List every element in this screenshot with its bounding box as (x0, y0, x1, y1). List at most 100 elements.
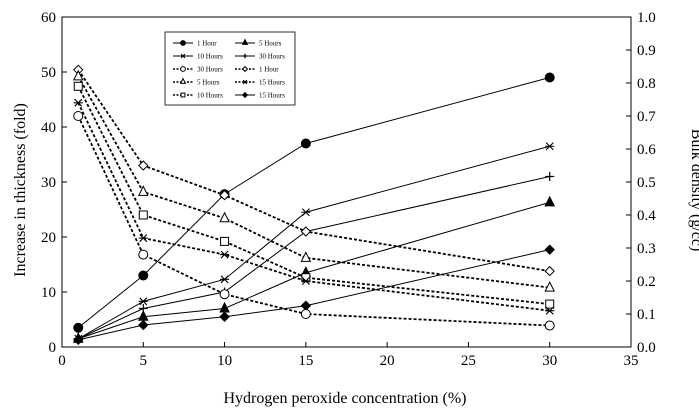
y2-tick-label: 0.7 (637, 109, 656, 125)
data-point (219, 289, 230, 300)
data-point (301, 277, 311, 285)
y-tick-label: 40 (41, 120, 56, 136)
data-point (72, 69, 84, 81)
data-point (545, 172, 555, 181)
thickness-series (73, 142, 555, 343)
data-point (138, 297, 148, 306)
data-point (544, 280, 556, 292)
data-point (241, 91, 249, 99)
legend-label: 5 Hours (197, 79, 220, 87)
density-series (73, 111, 555, 331)
data-point (180, 66, 186, 72)
legend-label: 30 Hours (197, 66, 223, 74)
data-point (219, 211, 230, 223)
data-point (220, 236, 230, 246)
data-point (300, 138, 311, 149)
legend-label: 1 Hour (259, 66, 279, 74)
data-point (544, 265, 555, 277)
x-tick-label: 15 (298, 353, 313, 369)
series-layer (72, 64, 556, 346)
y2-tick-label: 0.5 (637, 175, 656, 191)
data-point (544, 195, 556, 207)
data-point (137, 185, 149, 196)
data-point (545, 299, 555, 309)
y-tick-label: 10 (41, 285, 56, 301)
data-point (138, 249, 149, 260)
y2-tick-label: 0.4 (637, 208, 656, 224)
data-point (138, 270, 149, 281)
data-point (219, 189, 230, 201)
data-point (301, 208, 311, 217)
y2-tick-label: 0.9 (637, 43, 656, 59)
data-point (544, 72, 555, 83)
data-point (138, 319, 149, 331)
density-line (77, 102, 550, 312)
x-tick-label: 30 (542, 353, 557, 369)
x-tick-label: 25 (461, 353, 476, 369)
x-tick-label: 20 (380, 353, 395, 369)
data-point (73, 98, 83, 107)
data-point (544, 320, 555, 331)
thickness-line (78, 249, 550, 341)
y-tick-label: 60 (41, 10, 56, 26)
thickness-line (78, 145, 550, 340)
legend-box (164, 31, 296, 106)
data-point (73, 334, 84, 346)
data-point (138, 210, 148, 220)
y-tick-label: 0 (49, 340, 57, 356)
density-line (77, 115, 550, 327)
x-tick-label: 5 (140, 353, 148, 369)
x-tick-label: 10 (217, 353, 232, 369)
data-point (138, 234, 148, 243)
data-point (300, 251, 312, 262)
data-point (544, 244, 555, 255)
data-point (545, 306, 555, 315)
data-point (180, 92, 186, 98)
y-axis-left-title: Increase in thickness (fold) (12, 103, 29, 277)
legend-label: 15 Hours (259, 92, 285, 100)
legend-label: 15 Hours (259, 79, 285, 87)
y2-tick-label: 0.8 (637, 76, 656, 92)
data-point (300, 309, 311, 319)
legend-label: 30 Hours (259, 53, 285, 61)
density-series (73, 98, 555, 315)
density-series (73, 64, 555, 277)
density-series (73, 81, 555, 309)
data-point (180, 53, 186, 59)
y2-tick-label: 0.1 (637, 307, 656, 323)
plot-border (61, 16, 632, 348)
density-line (77, 69, 550, 272)
y-axis-right-ticks: 0.0 0.1 0.2 0.3 0.4 0.5 0.6 0.7 0.8 0.9 1.0 (626, 10, 656, 356)
data-point (179, 77, 187, 84)
density-line (77, 75, 550, 289)
data-point (242, 53, 248, 59)
y-axis-right-title: Bulk density (g/cc) (688, 129, 699, 252)
thickness-line (77, 77, 550, 329)
y2-tick-label: 0.3 (637, 241, 656, 257)
y2-tick-label: 0.0 (637, 340, 656, 356)
x-tick-label: 0 (58, 353, 66, 369)
data-point (242, 79, 248, 85)
data-point (241, 65, 249, 73)
thickness-series (73, 244, 555, 346)
y-tick-label: 50 (41, 65, 56, 81)
data-point (137, 310, 149, 321)
data-point (73, 111, 84, 121)
y-axis-left-ticks: 0 10 20 30 40 50 60 (41, 10, 67, 356)
density-series (72, 69, 556, 292)
thickness-line (78, 201, 550, 340)
data-point (241, 38, 249, 45)
y2-tick-label: 0.2 (637, 274, 656, 290)
data-point (300, 300, 312, 311)
plot-frame (61, 16, 632, 348)
thickness-series (73, 72, 555, 333)
legend-label: 10 Hours (197, 92, 223, 100)
data-point (300, 226, 312, 237)
data-point (220, 250, 230, 259)
legend-label: 10 Hours (197, 53, 223, 61)
data-point (180, 40, 186, 46)
data-point (73, 81, 83, 91)
legend-label: 1 Hour (197, 40, 217, 48)
y2-tick-label: 1.0 (637, 10, 656, 26)
